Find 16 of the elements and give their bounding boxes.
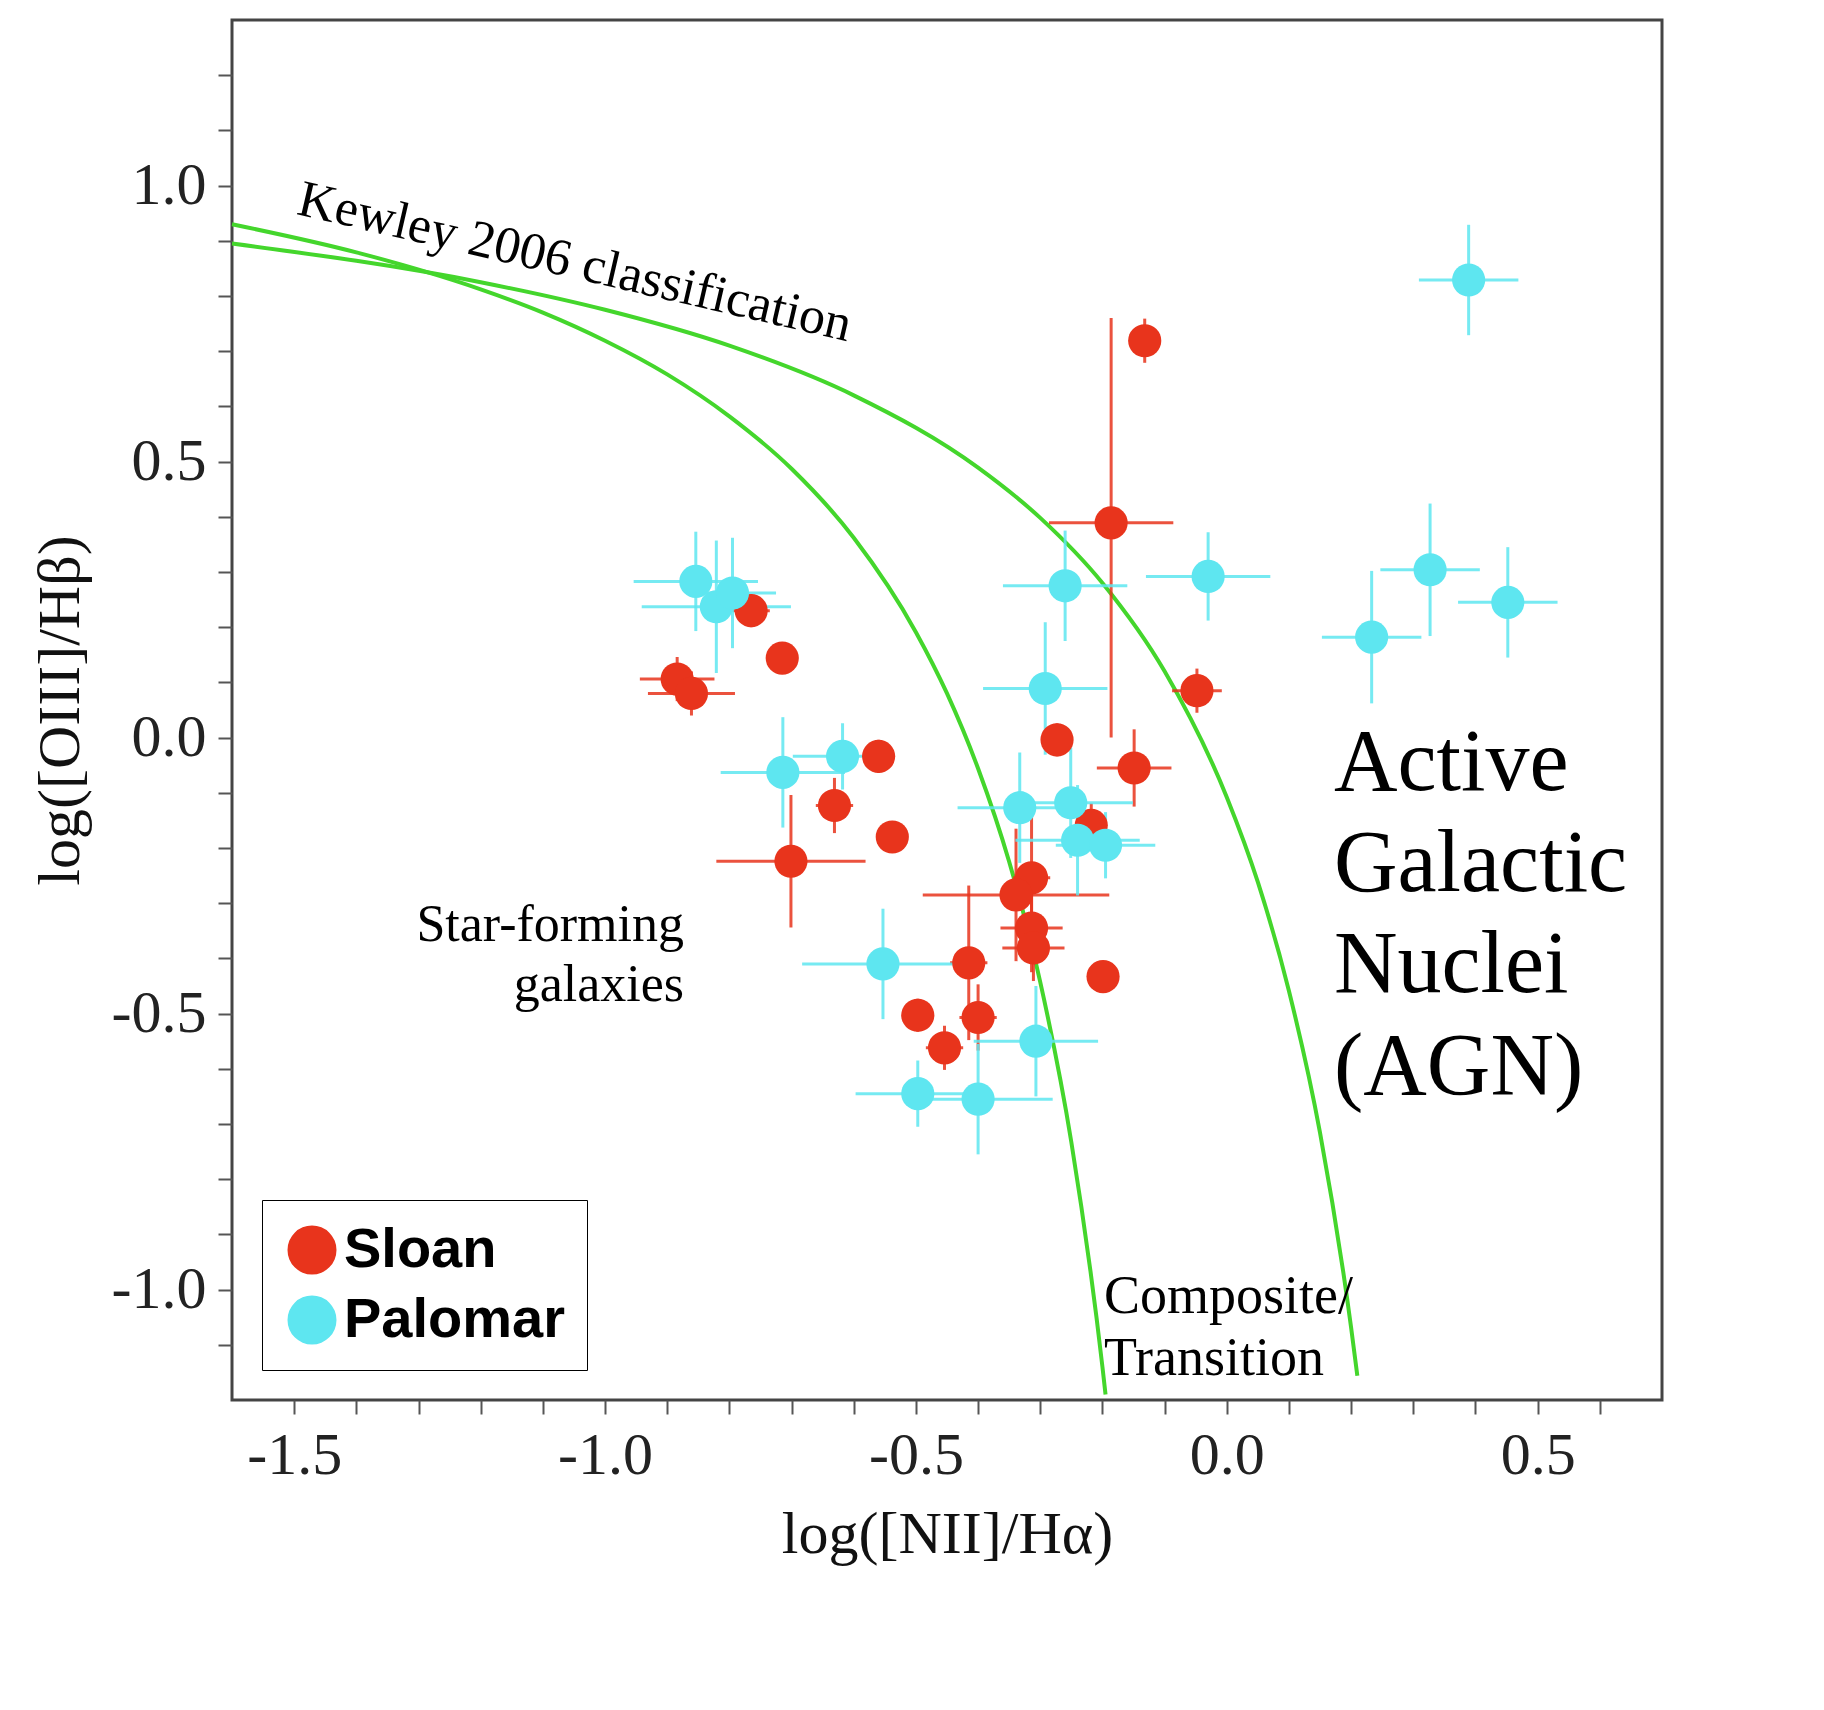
x-tick-label: -1.0 [558, 1420, 654, 1487]
legend-label: Palomar [344, 1286, 565, 1349]
y-tick-label: -1.0 [111, 1255, 207, 1322]
y-tick-label: -0.5 [111, 979, 207, 1046]
x-tick-label: -1.5 [247, 1420, 343, 1487]
x-tick-label: -0.5 [868, 1420, 964, 1487]
annotation: Star-forming galaxies [416, 895, 684, 1012]
x-axis-title: log([NII]/Hα) [781, 1499, 1114, 1566]
y-tick-label: 1.0 [131, 151, 207, 218]
x-tick-label: 0.0 [1189, 1420, 1265, 1487]
legend-label: Sloan [344, 1216, 497, 1279]
y-tick-label: 0.5 [131, 427, 207, 494]
x-tick-label: 0.5 [1500, 1420, 1576, 1487]
annotation: Active Galactic Nuclei (AGN) [1334, 712, 1628, 1113]
y-axis-title: log([OIII]/Hβ) [25, 535, 92, 886]
y-tick-label: 0.0 [131, 703, 207, 770]
